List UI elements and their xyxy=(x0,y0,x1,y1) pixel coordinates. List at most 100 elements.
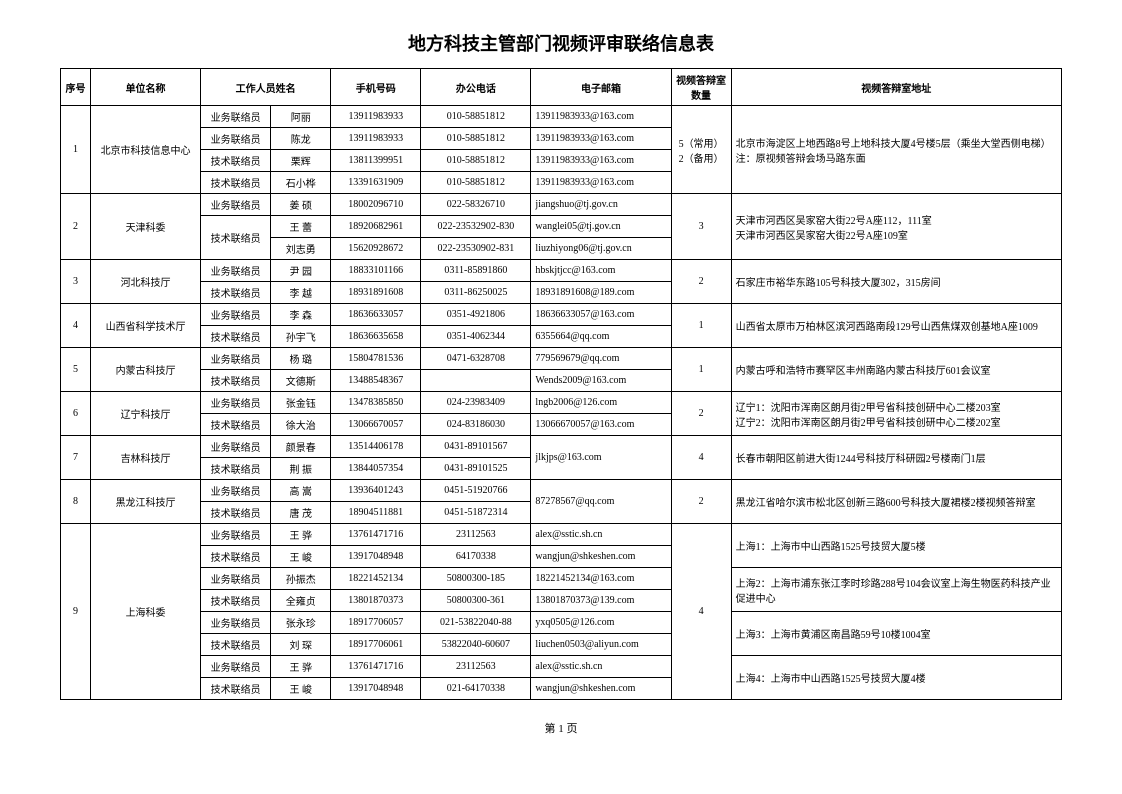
table-cell: 业务联络员 xyxy=(201,128,271,150)
table-cell: 0451-51920766 xyxy=(421,480,531,502)
table-cell: 王 峻 xyxy=(271,546,331,568)
table-cell: 18221452134 xyxy=(331,568,421,590)
table-cell: 张金钰 xyxy=(271,392,331,414)
table-cell: 刘 琛 xyxy=(271,634,331,656)
table-row: 3河北科技厅业务联络员尹 园188331011660311-85891860hb… xyxy=(61,260,1062,282)
col-addr: 视频答辩室地址 xyxy=(731,69,1061,106)
table-cell: 技术联络员 xyxy=(201,546,271,568)
table-cell: 业务联络员 xyxy=(201,524,271,546)
table-cell: Wends2009@163.com xyxy=(531,370,671,392)
table-cell: 13911983933 xyxy=(331,106,421,128)
table-cell: 4 xyxy=(671,436,731,480)
table-cell: 13066670057@163.com xyxy=(531,414,671,436)
col-rooms: 视频答辩室数量 xyxy=(671,69,731,106)
table-cell: 黑龙江科技厅 xyxy=(91,480,201,524)
table-cell: 王 骅 xyxy=(271,656,331,678)
table-cell: 18931891608 xyxy=(331,282,421,304)
table-cell: 50800300-361 xyxy=(421,590,531,612)
table-cell: 9 xyxy=(61,524,91,700)
table-row: 6辽宁科技厅业务联络员张金钰13478385850024-23983409lng… xyxy=(61,392,1062,414)
table-row: 5内蒙古科技厅业务联络员杨 璐158047815360471-632870877… xyxy=(61,348,1062,370)
table-cell: 业务联络员 xyxy=(201,260,271,282)
table-cell: 0311-85891860 xyxy=(421,260,531,282)
table-cell: 业务联络员 xyxy=(201,106,271,128)
table-row: 9上海科委业务联络员王 骅1376147171623112563alex@sst… xyxy=(61,524,1062,546)
table-cell: 13917048948 xyxy=(331,546,421,568)
table-cell: 业务联络员 xyxy=(201,304,271,326)
table-cell: 业务联络员 xyxy=(201,612,271,634)
table-cell: 18833101166 xyxy=(331,260,421,282)
table-cell: 技术联络员 xyxy=(201,458,271,480)
table-cell: 0351-4062344 xyxy=(421,326,531,348)
table-cell: 文德斯 xyxy=(271,370,331,392)
table-cell: 010-58851812 xyxy=(421,128,531,150)
table-cell: 3 xyxy=(671,194,731,260)
table-cell: 辽宁1：沈阳市浑南区朗月街2甲号省科技创研中心二楼203室辽宁2：沈阳市浑南区朗… xyxy=(731,392,1061,436)
table-row: 8黑龙江科技厅业务联络员高 嵩139364012430451-519207668… xyxy=(61,480,1062,502)
table-cell: 内蒙古呼和浩特市赛罕区丰州南路内蒙古科技厅601会议室 xyxy=(731,348,1061,392)
table-cell: 18002096710 xyxy=(331,194,421,216)
table-cell: 13911983933@163.com xyxy=(531,150,671,172)
table-cell: 全雍贞 xyxy=(271,590,331,612)
table-cell: 姜 硕 xyxy=(271,194,331,216)
table-cell: 18904511881 xyxy=(331,502,421,524)
table-cell: wangjun@shkeshen.com xyxy=(531,546,671,568)
table-cell: 13761471716 xyxy=(331,656,421,678)
table-cell: jiangshuo@tj.gov.cn xyxy=(531,194,671,216)
table-cell: 5 xyxy=(61,348,91,392)
table-header: 序号 单位名称 工作人员姓名 手机号码 办公电话 电子邮箱 视频答辩室数量 视频… xyxy=(61,69,1062,106)
table-row: 业务联络员孙振杰1822145213450800300-185182214521… xyxy=(61,568,1062,590)
table-row: 业务联络员王 骅1376147171623112563alex@sstic.sh… xyxy=(61,656,1062,678)
table-cell: 7 xyxy=(61,436,91,480)
table-cell: 0431-89101567 xyxy=(421,436,531,458)
table-cell: 23112563 xyxy=(421,524,531,546)
table-cell: 13911983933 xyxy=(331,128,421,150)
table-cell: 5（常用）2（备用） xyxy=(671,106,731,194)
table-cell: 颜景春 xyxy=(271,436,331,458)
table-cell: 87278567@qq.com xyxy=(531,480,671,524)
table-cell: 18920682961 xyxy=(331,216,421,238)
table-cell: 上海1：上海市中山西路1525号技贸大厦5楼 xyxy=(731,524,1061,568)
table-cell: 技术联络员 xyxy=(201,172,271,194)
table-cell: 业务联络员 xyxy=(201,392,271,414)
table-cell: 上海4：上海市中山西路1525号技贸大厦4楼 xyxy=(731,656,1061,700)
table-cell: 天津市河西区吴家窑大街22号A座112，111室天津市河西区吴家窑大街22号A座… xyxy=(731,194,1061,260)
table-cell: 徐大治 xyxy=(271,414,331,436)
table-cell: 孙振杰 xyxy=(271,568,331,590)
table-cell: 53822040-60607 xyxy=(421,634,531,656)
table-cell: 李 越 xyxy=(271,282,331,304)
table-cell: 3 xyxy=(61,260,91,304)
table-cell: 王 蕾 xyxy=(271,216,331,238)
table-cell: 业务联络员 xyxy=(201,656,271,678)
table-cell: 0451-51872314 xyxy=(421,502,531,524)
table-cell: 2 xyxy=(671,392,731,436)
table-cell: 1 xyxy=(671,348,731,392)
table-cell: 技术联络员 xyxy=(201,326,271,348)
table-cell: 技术联络员 xyxy=(201,216,271,260)
table-cell: 18636633057 xyxy=(331,304,421,326)
table-cell: wangjun@shkeshen.com xyxy=(531,678,671,700)
table-cell: 石小桦 xyxy=(271,172,331,194)
table-cell: 13844057354 xyxy=(331,458,421,480)
table-cell: 010-58851812 xyxy=(421,150,531,172)
col-staff: 工作人员姓名 xyxy=(201,69,331,106)
table-cell: 业务联络员 xyxy=(201,436,271,458)
table-cell: 010-58851812 xyxy=(421,106,531,128)
table-cell: 13911983933@163.com xyxy=(531,128,671,150)
table-cell: 18917706061 xyxy=(331,634,421,656)
table-cell: 唐 茂 xyxy=(271,502,331,524)
table-cell: 技术联络员 xyxy=(201,414,271,436)
table-cell: 13801870373 xyxy=(331,590,421,612)
table-cell: 辽宁科技厅 xyxy=(91,392,201,436)
page-footer: 第 1 页 xyxy=(60,720,1062,736)
table-cell: 022-23532902-830 xyxy=(421,216,531,238)
table-cell: 吉林科技厅 xyxy=(91,436,201,480)
col-email: 电子邮箱 xyxy=(531,69,671,106)
table-cell: 业务联络员 xyxy=(201,480,271,502)
table-cell: 北京市科技信息中心 xyxy=(91,106,201,194)
table-cell: 尹 园 xyxy=(271,260,331,282)
table-cell: 技术联络员 xyxy=(201,634,271,656)
col-tel: 办公电话 xyxy=(421,69,531,106)
table-cell: 024-23983409 xyxy=(421,392,531,414)
table-cell: 13911983933@163.com xyxy=(531,106,671,128)
